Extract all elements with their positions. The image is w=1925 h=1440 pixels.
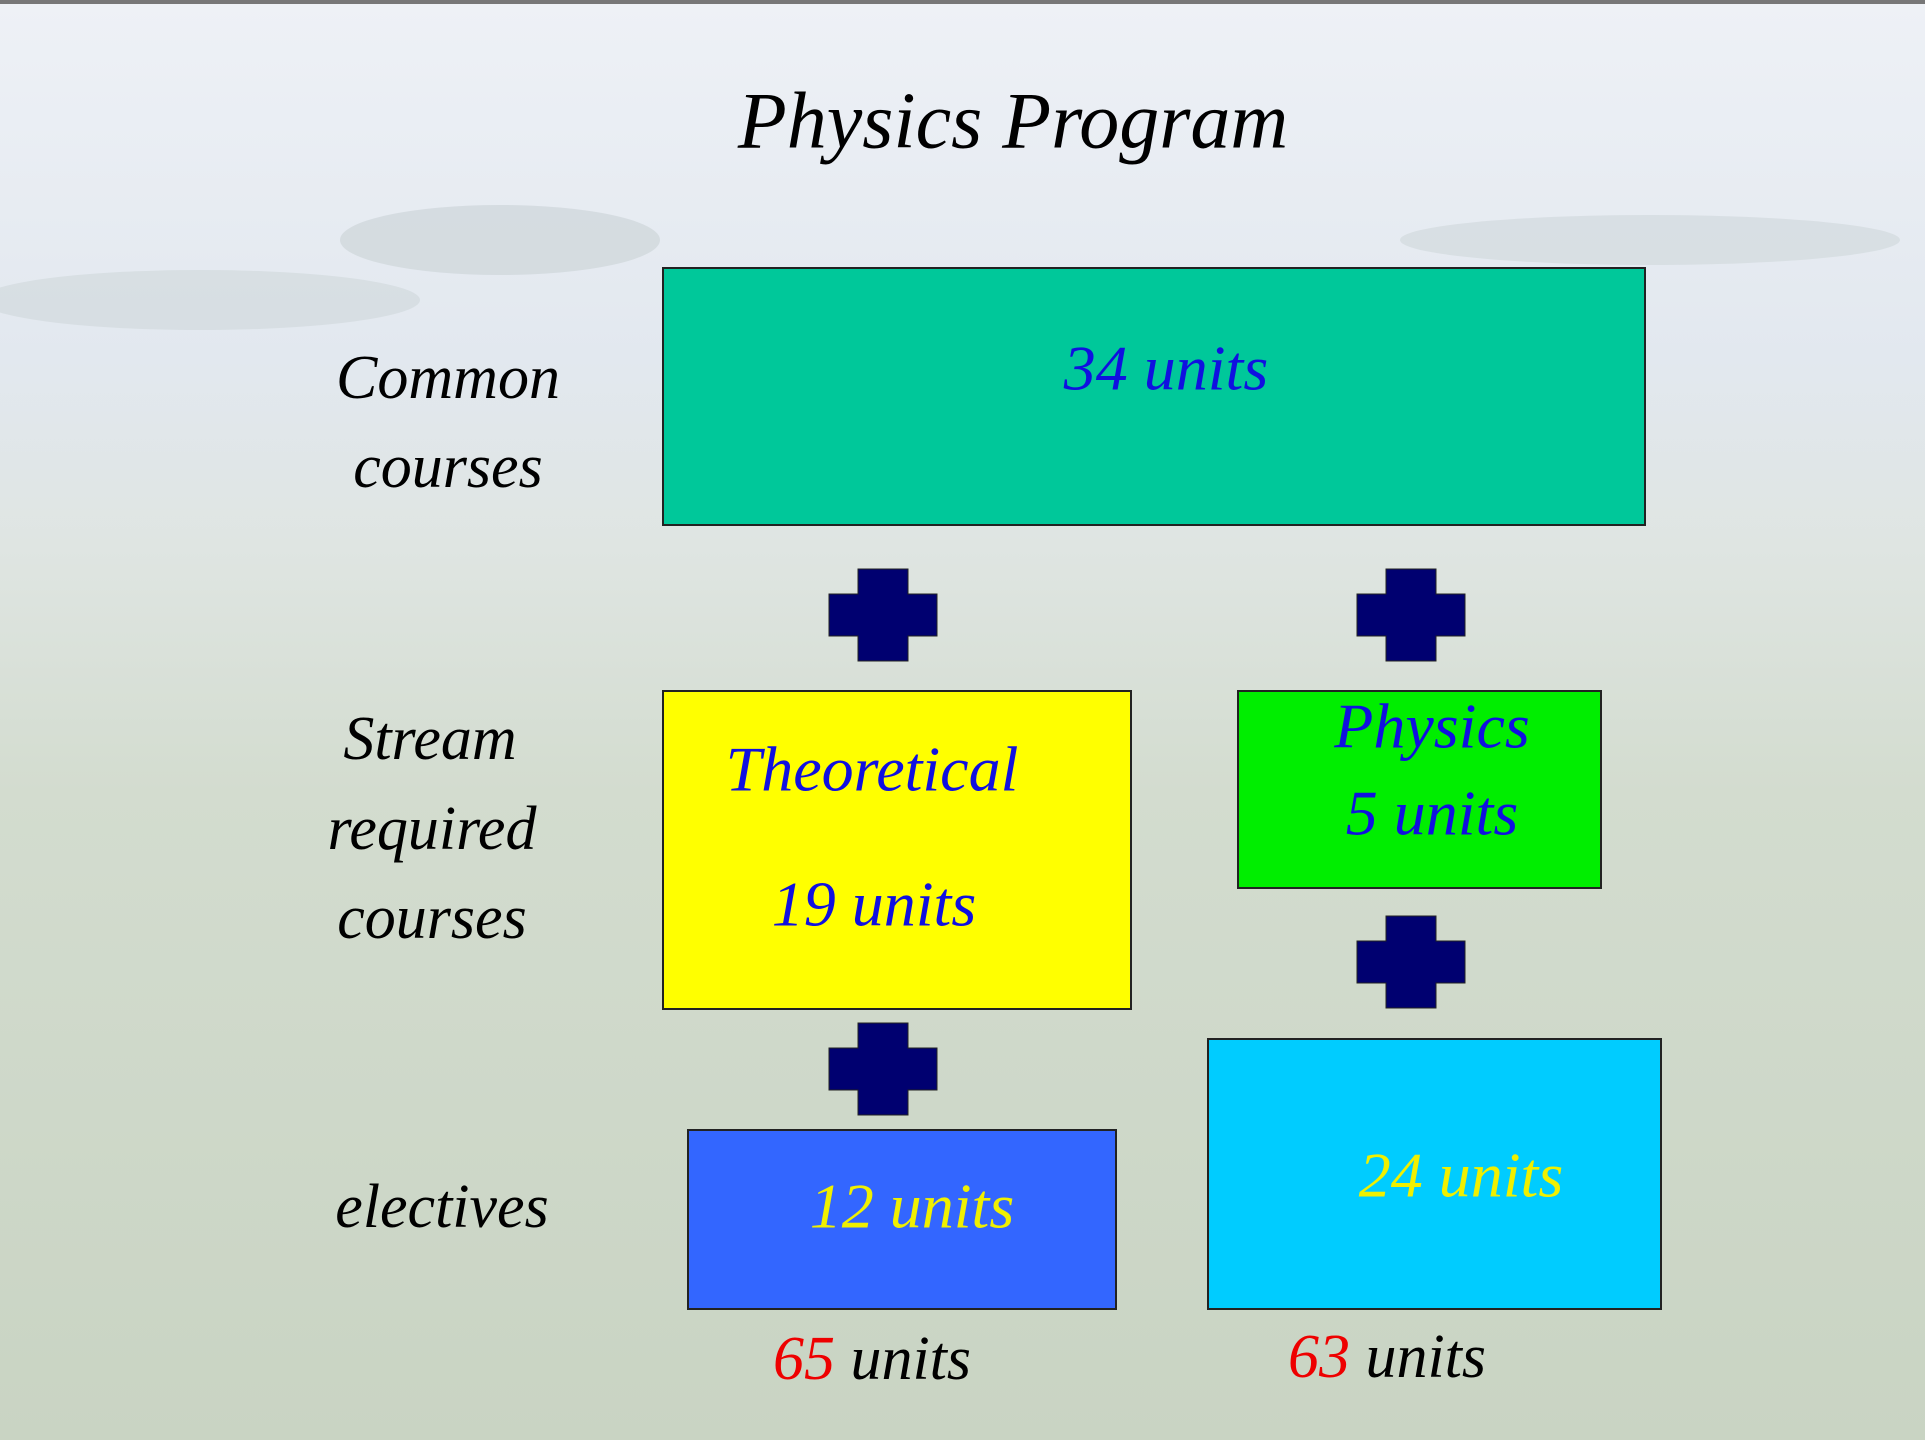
total-unit: units (850, 1325, 971, 1393)
title: Physics Program (737, 77, 1288, 165)
island (0, 270, 420, 330)
row-label: courses (337, 884, 526, 952)
row-label: Stream (343, 705, 516, 773)
box-text: 24 units (1359, 1140, 1563, 1211)
box-text: 19 units (772, 869, 976, 940)
row-label: Common (336, 344, 560, 412)
total: 63 units (1288, 1323, 1486, 1391)
total-number: 65 (773, 1325, 835, 1393)
row-label: required (328, 795, 538, 863)
box-text: Physics (1333, 691, 1530, 762)
row-label: electives (335, 1173, 548, 1241)
slide: Physics Program Common courses Stream re… (0, 0, 1925, 1440)
top-border (0, 0, 1925, 4)
box-text: 12 units (810, 1171, 1014, 1242)
row-label: courses (353, 433, 542, 501)
total: 65 units (773, 1325, 971, 1393)
total-number: 63 (1288, 1323, 1350, 1391)
island (1400, 215, 1900, 265)
box-text: 5 units (1346, 778, 1518, 849)
box-text: Theoretical (726, 734, 1019, 805)
total-unit: units (1365, 1323, 1486, 1391)
page: Physics Program Common courses Stream re… (0, 0, 1925, 1440)
island (340, 205, 660, 275)
box-text: 34 units (1063, 333, 1268, 404)
